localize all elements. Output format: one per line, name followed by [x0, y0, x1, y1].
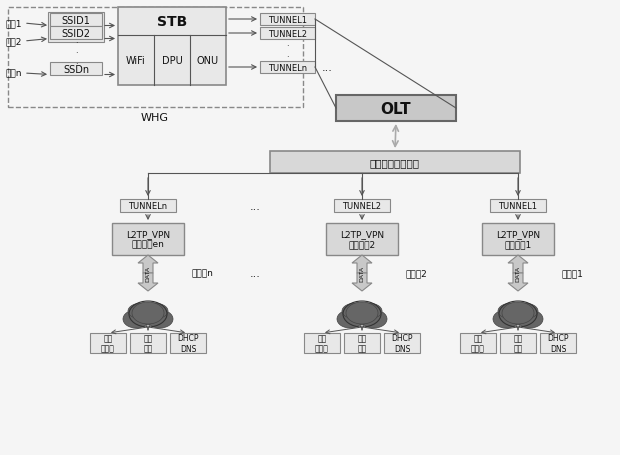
Text: 城域网核心交换机: 城域网核心交换机: [370, 157, 420, 167]
Text: ONU: ONU: [197, 56, 219, 66]
Bar: [50, 14, 102, 27]
Text: DHCP
DNS: DHCP DNS: [177, 334, 199, 353]
Polygon shape: [138, 255, 158, 273]
Bar: [50, 27, 102, 40]
Ellipse shape: [147, 310, 173, 328]
Ellipse shape: [354, 303, 382, 319]
Text: ...: ...: [322, 63, 332, 73]
Polygon shape: [352, 255, 372, 273]
Text: TUNNEL1: TUNNEL1: [268, 15, 307, 25]
Ellipse shape: [361, 310, 387, 328]
Text: 宽带
出口: 宽带 出口: [357, 334, 366, 353]
Bar: [50, 63, 102, 76]
Ellipse shape: [123, 310, 149, 328]
Text: ...: ...: [250, 268, 260, 278]
Ellipse shape: [342, 303, 370, 319]
Bar: [482, 223, 554, 255]
Ellipse shape: [498, 303, 526, 319]
Bar: [48, 13, 104, 43]
Text: DATA: DATA: [515, 265, 521, 282]
Text: L2TP_VPN
接入系统en: L2TP_VPN 接入系统en: [126, 230, 170, 249]
Bar: [304, 333, 340, 353]
Text: TUNNEL2: TUNNEL2: [342, 202, 381, 211]
Bar: [8, 8, 303, 108]
Text: TUNNELn: TUNNELn: [128, 202, 167, 211]
Ellipse shape: [510, 303, 538, 319]
Text: 宽带
出口: 宽带 出口: [513, 334, 523, 353]
Ellipse shape: [493, 310, 519, 328]
Text: DHCP
DNS: DHCP DNS: [391, 334, 413, 353]
Bar: [336, 96, 456, 122]
Text: TUNNEL2: TUNNEL2: [268, 30, 307, 38]
Text: 视频
服务器: 视频 服务器: [315, 334, 329, 353]
Text: TUNNELn: TUNNELn: [268, 63, 307, 72]
Ellipse shape: [140, 303, 168, 319]
Ellipse shape: [502, 302, 534, 324]
Text: ...: ...: [250, 201, 260, 211]
Text: 视频
服务器: 视频 服务器: [101, 334, 115, 353]
Bar: [260, 28, 315, 40]
Bar: [460, 333, 496, 353]
Text: L2TP_VPN
接入系瀷2: L2TP_VPN 接入系瀷2: [340, 230, 384, 249]
Bar: [270, 152, 520, 174]
Text: DHCP
DNS: DHCP DNS: [547, 334, 569, 353]
Bar: [260, 62, 315, 74]
Ellipse shape: [128, 303, 156, 319]
Ellipse shape: [500, 305, 536, 325]
Text: DPU: DPU: [162, 56, 182, 66]
Bar: [112, 223, 184, 255]
Text: WiFi: WiFi: [126, 56, 146, 66]
Bar: [540, 333, 576, 353]
Ellipse shape: [132, 302, 164, 324]
Bar: [326, 223, 398, 255]
Text: SSID1: SSID1: [61, 15, 91, 25]
Ellipse shape: [130, 305, 166, 325]
Text: 宽带
出口: 宽带 出口: [143, 334, 153, 353]
Bar: [130, 333, 166, 353]
Text: DATA: DATA: [146, 265, 151, 282]
Bar: [344, 333, 380, 353]
Polygon shape: [138, 273, 158, 291]
Polygon shape: [352, 273, 372, 291]
Text: SSDn: SSDn: [63, 64, 89, 74]
Text: 用户n: 用户n: [6, 69, 22, 78]
Ellipse shape: [346, 302, 378, 324]
Text: 用户1: 用户1: [6, 20, 22, 29]
Ellipse shape: [337, 310, 363, 328]
Text: 运营分2: 运营分2: [406, 269, 428, 278]
Bar: [490, 200, 546, 212]
Text: TUNNEL1: TUNNEL1: [498, 202, 538, 211]
Bar: [334, 200, 390, 212]
Text: DATA: DATA: [360, 265, 365, 282]
Bar: [384, 333, 420, 353]
Bar: [260, 14, 315, 26]
Text: 视频
服务器: 视频 服务器: [471, 334, 485, 353]
Text: L2TP_VPN
接入系瀷1: L2TP_VPN 接入系瀷1: [496, 230, 540, 249]
Ellipse shape: [344, 305, 380, 325]
Bar: [120, 200, 176, 212]
Ellipse shape: [517, 310, 543, 328]
Bar: [500, 333, 536, 353]
Text: SSID2: SSID2: [61, 29, 91, 38]
Text: WHG: WHG: [141, 113, 169, 123]
Text: 运营商n: 运营商n: [192, 269, 214, 278]
Bar: [90, 333, 126, 353]
Text: ·
·
·: · · ·: [286, 32, 289, 62]
Bar: [118, 8, 226, 86]
Polygon shape: [508, 255, 528, 273]
Polygon shape: [508, 273, 528, 291]
Text: OLT: OLT: [381, 101, 411, 116]
Text: STB: STB: [157, 15, 187, 29]
Bar: [170, 333, 206, 353]
Text: 运营商1: 运营商1: [562, 269, 584, 278]
Text: 用户2: 用户2: [6, 37, 22, 46]
Text: ·
·
·: · · ·: [74, 39, 78, 69]
